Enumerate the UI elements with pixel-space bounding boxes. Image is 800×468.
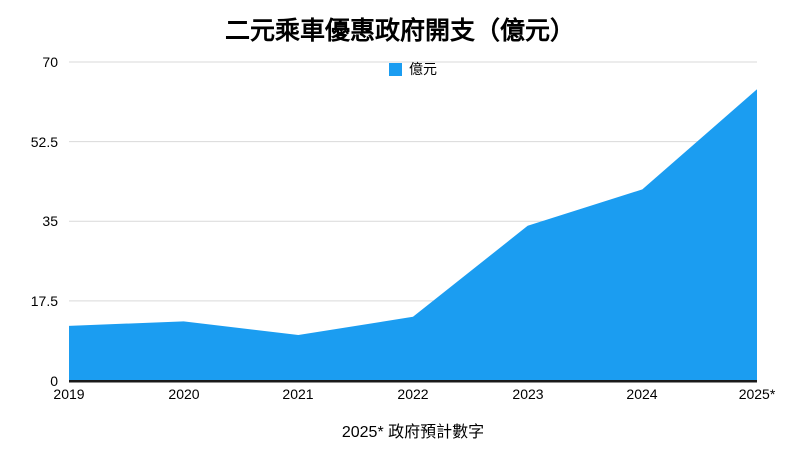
y-axis-tick-label: 0 bbox=[50, 373, 58, 389]
x-axis-tick-label: 2022 bbox=[397, 386, 429, 402]
y-axis-tick-label: 17.5 bbox=[30, 293, 58, 309]
chart-title: 二元乘車優惠政府開支（億元） bbox=[224, 17, 575, 45]
y-axis-tick-label: 70 bbox=[42, 54, 58, 70]
x-axis-tick-label: 2024 bbox=[626, 386, 658, 402]
x-axis-tick-label: 2021 bbox=[282, 386, 314, 402]
area-series bbox=[69, 89, 757, 381]
x-axis-tick-label: 2025* bbox=[738, 386, 776, 402]
chart-footnote: 2025* 政府預計數字 bbox=[341, 424, 485, 441]
x-axis-tick-label: 2020 bbox=[168, 386, 200, 402]
x-axis-tick-label: 2023 bbox=[512, 386, 544, 402]
x-axis-tick-label: 2019 bbox=[53, 386, 85, 402]
y-axis-tick-label: 52.5 bbox=[30, 134, 58, 150]
y-axis-tick-label: 35 bbox=[42, 213, 58, 229]
